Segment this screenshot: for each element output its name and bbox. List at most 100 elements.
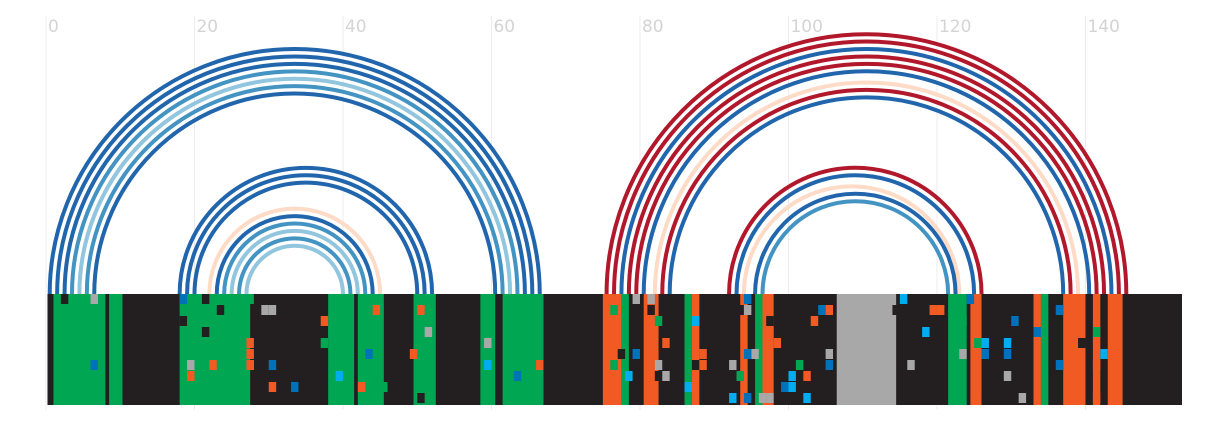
track-block [621,294,629,405]
track-cell [179,316,188,326]
track-cell [1011,316,1019,326]
track-cell [818,305,826,315]
arc [626,54,1107,295]
track-block [179,294,251,405]
track-cell [892,305,900,315]
track-cell [261,305,269,315]
track-cell [417,338,425,348]
track-cell [907,360,915,370]
arc [660,87,1073,295]
arc [62,61,527,295]
track-block [1092,294,1101,405]
track-block [1040,294,1049,405]
track-cell [1078,338,1086,348]
tick-label: 60 [493,17,515,37]
track-cell [766,316,774,326]
track-block [1063,294,1086,405]
track-cell [1092,327,1101,337]
track-block [109,294,123,405]
arc [727,165,984,295]
track-cell [788,382,796,392]
track-cell [743,393,752,403]
track-cell [201,294,210,304]
track-cell [788,371,796,381]
track-cell [268,382,277,392]
arc [244,244,345,295]
track-cell [632,294,640,304]
track-block [691,294,700,405]
track-cell [357,382,366,392]
x-axis-ticks: 0 20 40 60 80 100 120 140 [48,17,1120,37]
track-cell [335,371,343,381]
track-cell [699,360,707,370]
track-cell [1003,349,1012,359]
track-cell [187,371,195,381]
track-cell [981,338,989,348]
track-cell [751,349,759,359]
track-cell [743,294,752,304]
track-cell [966,294,975,304]
track-cell [654,316,663,326]
track-cell [795,360,804,370]
track-cell [691,316,700,326]
track-cell [484,360,492,370]
track-cell [929,305,937,315]
track-cell [1092,360,1101,370]
arc [741,184,962,295]
track-cell [1055,360,1064,370]
track-cell [268,305,277,315]
track-cell [1033,327,1041,337]
arcs [47,33,1129,295]
track-cell [766,327,774,337]
tick-label: 80 [642,17,664,37]
track-block [836,294,897,405]
track-cell [662,371,670,381]
track-cell [773,338,782,348]
track-cell [729,393,737,403]
track-block [328,294,355,405]
track-cell [201,327,210,337]
track-cell [981,393,989,403]
arc [222,221,368,295]
track-cell [365,349,373,359]
track-cell [974,338,982,348]
track-cell [981,349,989,359]
track-cell [380,382,388,392]
track-cell [246,294,254,304]
track-cell [246,349,254,359]
track-cell [922,327,930,337]
arc [667,95,1066,295]
track-block [970,294,982,405]
track-cell [417,305,425,315]
track-cell [654,371,663,381]
track-cell [825,360,834,370]
track-cell [736,371,744,381]
track-cell [1055,305,1064,315]
track-cell [899,316,908,326]
track-cell [320,338,329,348]
track-cell [899,294,908,304]
track-cell [825,305,834,315]
arc [47,47,542,295]
track-cell [936,305,945,315]
arc [84,84,505,295]
track-cell [1018,393,1027,403]
track-block [413,294,436,405]
arc [760,199,951,295]
tick-label: 0 [48,17,59,37]
track-cell [610,305,618,315]
track-cell [647,294,655,304]
track-cell [625,371,633,381]
track-cell [647,305,655,315]
track-cell [209,360,217,370]
track-block [1033,294,1041,405]
track-block [53,294,106,405]
arc [214,214,375,295]
arc [641,69,1092,295]
track-cell [781,382,789,392]
track-cell [699,349,707,359]
track-cell [342,371,351,381]
track-block [762,294,774,405]
track-block [1107,294,1123,405]
